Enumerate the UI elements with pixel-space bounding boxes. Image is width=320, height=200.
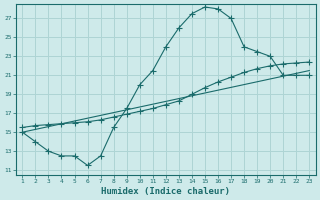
X-axis label: Humidex (Indice chaleur): Humidex (Indice chaleur) [101, 187, 230, 196]
